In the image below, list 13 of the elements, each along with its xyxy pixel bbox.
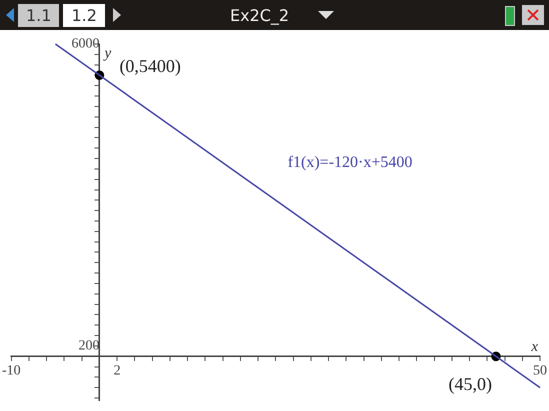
text: 1.2 [63,4,105,26]
y-tick-label: 200 [78,338,100,354]
annotation: (45,0) [448,374,492,394]
x-tick-label: -10 [2,363,21,378]
x-axis-title: x [530,338,538,355]
y-tick-label: 6000 [71,36,100,52]
text: 1.1 [18,4,60,26]
text: Ex2C_2 [230,6,290,24]
series-label: f1(x)=-120·x+5400 [288,154,412,171]
x-tick-label: 50 [533,363,547,378]
annotation: (0,5400) [119,56,181,76]
x-tick-label: 2 [114,363,121,378]
y-axis-title: y [102,45,112,62]
